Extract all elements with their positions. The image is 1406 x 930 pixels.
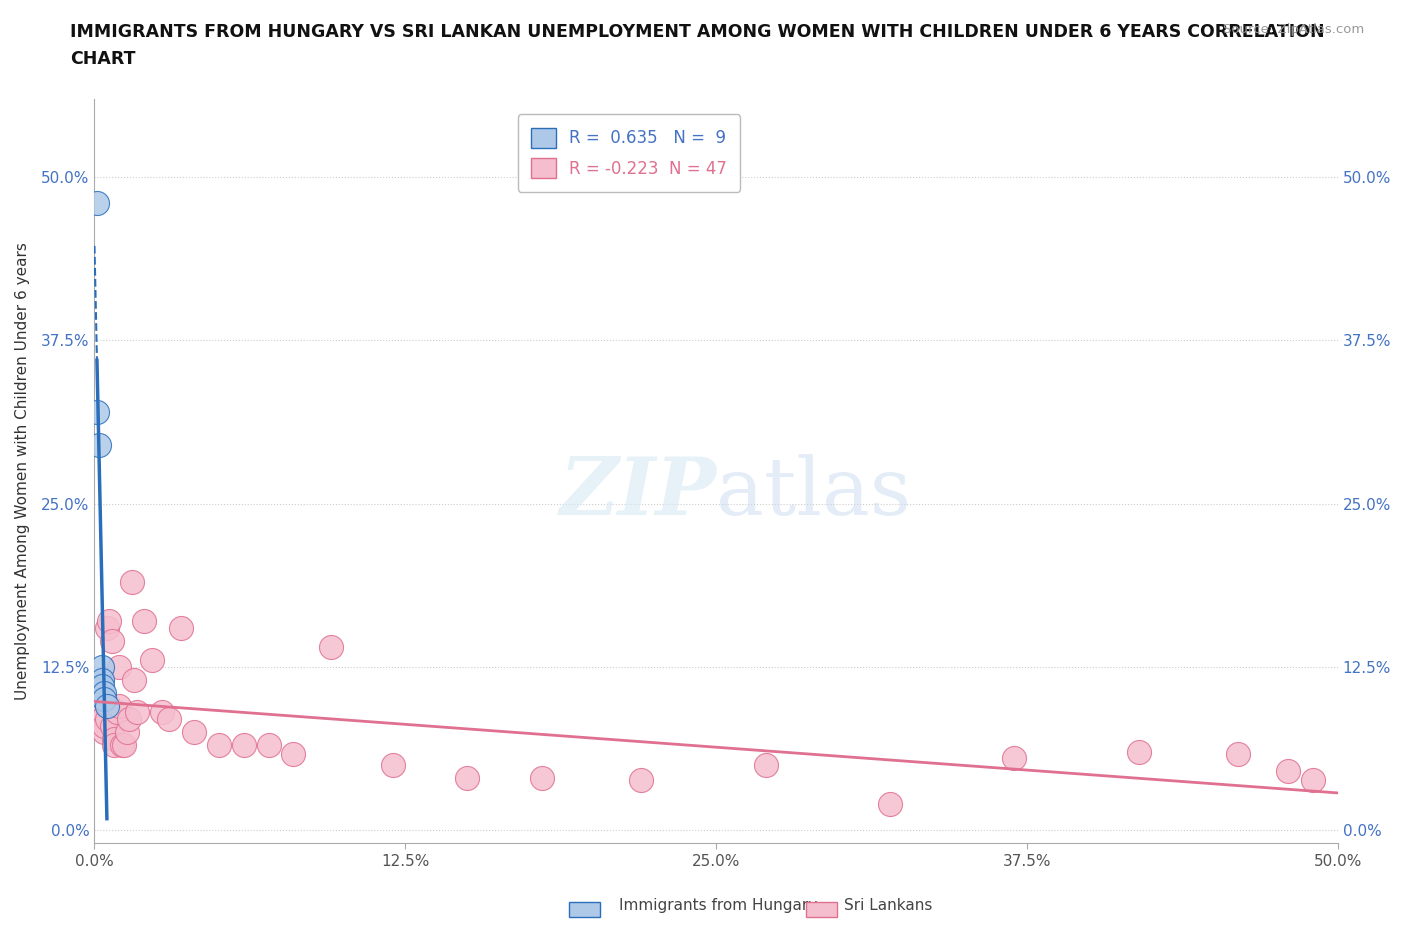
Point (90, 705, 112, 720)
Point (89, 705, 111, 720)
Point (170, 620, 193, 635)
Point (121, 575, 143, 590)
Legend: R =  0.635   N =  9, R = -0.223  N = 47: R = 0.635 N = 9, R = -0.223 N = 47 (517, 114, 741, 192)
Point (98, 698, 121, 713)
Text: IMMIGRANTS FROM HUNGARY VS SRI LANKAN UNEMPLOYMENT AMONG WOMEN WITH CHILDREN UND: IMMIGRANTS FROM HUNGARY VS SRI LANKAN UN… (70, 23, 1324, 68)
Point (125, 705, 148, 720)
Point (111, 737, 134, 752)
Point (103, 737, 125, 752)
Text: ZIP: ZIP (560, 455, 716, 532)
Point (122, 672, 145, 687)
Point (319, 640, 342, 655)
Point (879, 796, 901, 811)
Point (86, 405, 108, 419)
Point (208, 737, 231, 752)
Point (90, 711, 112, 726)
Point (232, 737, 254, 752)
Text: atlas: atlas (716, 454, 911, 532)
Point (157, 711, 180, 726)
Point (93, 685, 115, 700)
Point (530, 770, 553, 785)
Point (86, 692, 108, 707)
Point (89, 711, 111, 726)
Point (108, 659, 131, 674)
Point (630, 773, 652, 788)
Point (1302, 773, 1324, 788)
Point (101, 718, 124, 733)
Y-axis label: Unemployment Among Women with Children Under 6 years: Unemployment Among Women with Children U… (15, 242, 30, 700)
Point (134, 614, 156, 629)
Text: Source: ZipAtlas.com: Source: ZipAtlas.com (1223, 23, 1364, 36)
Point (86, 195, 108, 210)
Point (1002, 751, 1025, 765)
Point (183, 724, 205, 739)
Point (96, 698, 118, 713)
Point (141, 653, 163, 668)
Point (105, 705, 128, 720)
Point (1277, 764, 1299, 778)
Point (90, 672, 112, 687)
Point (257, 737, 280, 752)
Point (96, 620, 118, 635)
Point (108, 698, 131, 713)
Point (101, 633, 124, 648)
Point (93, 692, 115, 707)
Point (112, 737, 135, 752)
Point (93, 718, 115, 733)
Point (103, 731, 125, 746)
Point (90, 659, 112, 674)
Text: Immigrants from Hungary: Immigrants from Hungary (619, 897, 817, 912)
Point (118, 711, 141, 726)
Point (1227, 747, 1250, 762)
Point (96, 711, 118, 726)
Point (456, 770, 478, 785)
Text: Sri Lankans: Sri Lankans (844, 897, 932, 912)
Point (89, 437, 111, 452)
Point (381, 757, 404, 772)
Point (283, 747, 305, 762)
Point (115, 724, 138, 739)
Point (93, 724, 115, 739)
Point (1128, 744, 1150, 759)
Point (98, 614, 121, 629)
Point (150, 705, 173, 720)
Point (755, 757, 778, 772)
Point (90, 679, 112, 694)
